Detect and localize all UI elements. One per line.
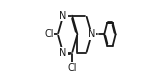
Text: Cl: Cl [44,29,54,39]
Text: N: N [88,29,95,39]
Text: Cl: Cl [67,63,77,73]
Text: N: N [59,48,67,58]
Text: N: N [59,11,67,21]
